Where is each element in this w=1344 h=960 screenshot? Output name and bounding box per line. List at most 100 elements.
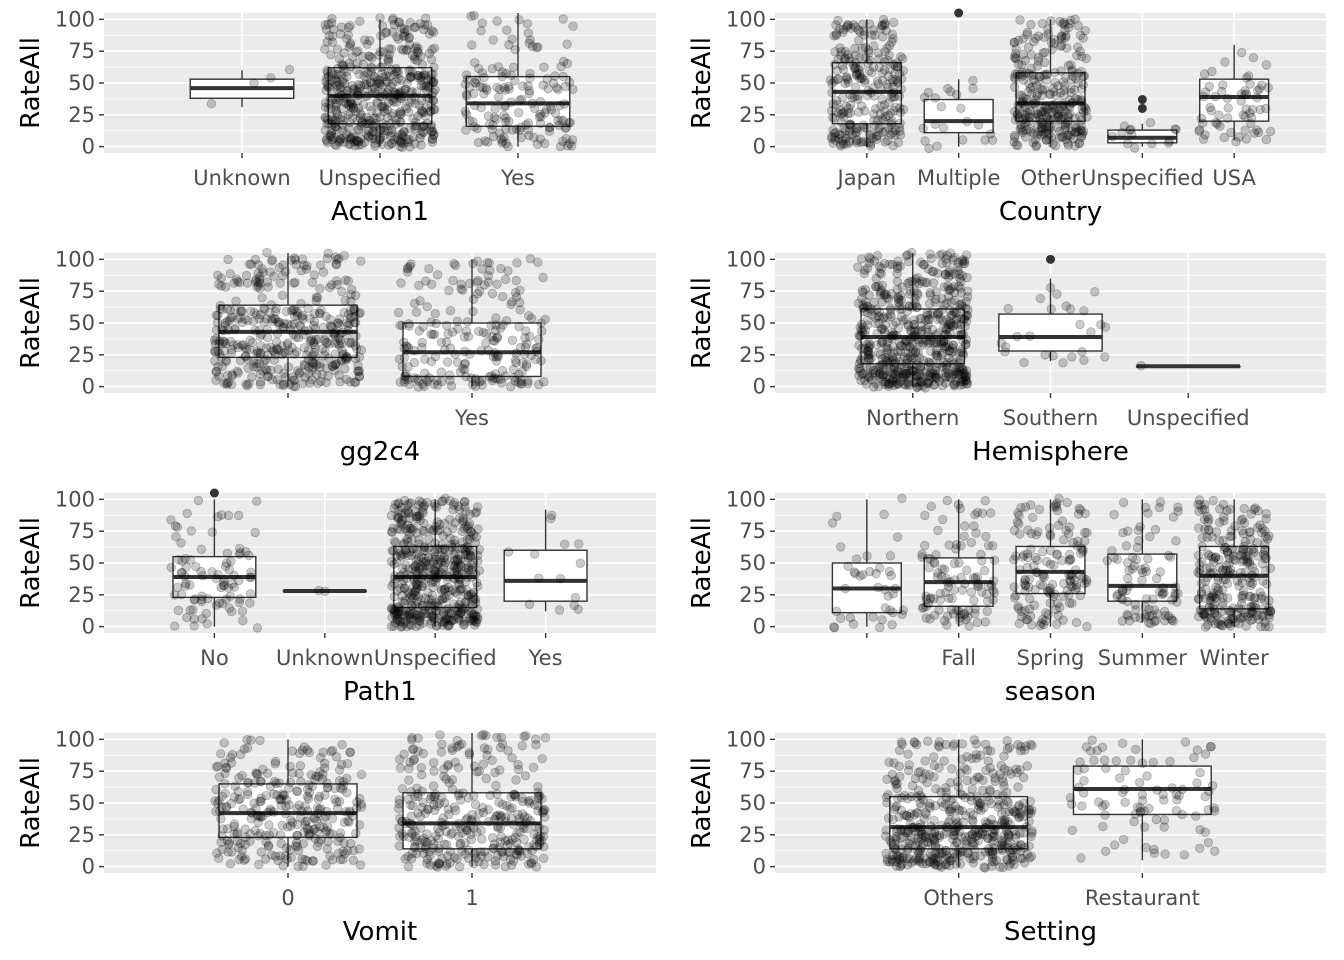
jitter-point [444, 778, 455, 788]
jitter-point [828, 99, 838, 109]
jitter-point [520, 771, 531, 781]
jitter-point [395, 117, 405, 127]
jitter-point [363, 68, 373, 78]
jitter-point [348, 855, 359, 866]
jitter-point [1121, 541, 1132, 551]
x-tick-label: Unknown [193, 166, 290, 190]
jitter-point [535, 118, 546, 129]
jitter-point [446, 381, 457, 391]
jitter-point [304, 824, 314, 835]
jitter-point [182, 508, 192, 519]
jitter-point [416, 595, 426, 605]
jitter-point [357, 51, 368, 62]
jitter-point [364, 51, 374, 61]
jitter-point [273, 364, 284, 375]
jitter-point [338, 132, 349, 143]
jitter-point [326, 67, 337, 77]
jitter-point [1198, 134, 1209, 144]
jitter-point [339, 48, 349, 58]
jitter-point [537, 326, 547, 336]
jitter-point [333, 70, 343, 80]
jitter-point [1077, 51, 1087, 62]
jitter-point [540, 108, 550, 118]
jitter-point [407, 735, 417, 745]
jitter-point [334, 137, 345, 147]
jitter-point [310, 323, 320, 334]
jitter-point [348, 131, 358, 142]
jitter-point [211, 784, 221, 795]
jitter-point [424, 93, 434, 104]
jitter-point [353, 137, 363, 147]
jitter-point [403, 862, 414, 872]
jitter-point [524, 130, 534, 141]
jitter-point [1052, 619, 1062, 629]
jitter-point [891, 317, 901, 327]
jitter-point [556, 61, 566, 72]
jitter-point [466, 834, 477, 845]
jitter-point [897, 609, 908, 620]
jitter-point [358, 100, 369, 110]
jitter-point [337, 740, 347, 750]
jitter-point [218, 824, 228, 834]
jitter-point [387, 125, 397, 135]
jitter-point [342, 34, 352, 44]
jitter-point [1022, 562, 1032, 573]
jitter-point [1129, 561, 1139, 571]
jitter-point [428, 77, 438, 88]
jitter-point [387, 111, 397, 121]
jitter-point [227, 579, 238, 589]
jitter-point [511, 837, 522, 848]
jitter-point [493, 62, 504, 72]
jitter-point [393, 307, 404, 318]
jitter-point [885, 551, 896, 561]
jitter-point [866, 304, 877, 314]
jitter-point [868, 129, 878, 140]
jitter-point [351, 47, 362, 57]
jitter-point [321, 134, 332, 144]
jitter-point [322, 73, 332, 83]
jitter-point [407, 534, 417, 545]
jitter-point [169, 590, 180, 600]
jitter-point [346, 338, 356, 349]
jitter-point [840, 583, 851, 594]
jitter-point [375, 79, 385, 90]
jitter-point [391, 499, 401, 510]
jitter-point [1260, 622, 1271, 632]
y-tick-label: 25 [68, 823, 95, 847]
jitter-point [1237, 591, 1247, 601]
jitter-point [316, 834, 326, 845]
jitter-point [1035, 580, 1046, 590]
jitter-point [428, 69, 438, 79]
jitter-point [419, 833, 429, 844]
jitter-point [1258, 576, 1268, 586]
jitter-point [1032, 555, 1042, 565]
jitter-point [381, 27, 392, 37]
jitter-point [396, 117, 406, 128]
jitter-point [1039, 70, 1049, 80]
jitter-point [338, 120, 348, 130]
jitter-point [229, 819, 240, 829]
jitter-point [334, 796, 345, 807]
jitter-point [918, 123, 928, 134]
jitter-point [962, 565, 972, 575]
jitter-point [1204, 550, 1214, 561]
jitter-point [425, 82, 435, 92]
jitter-point [877, 615, 887, 625]
jitter-point [1150, 524, 1161, 535]
jitter-point [330, 365, 340, 376]
jitter-point [335, 83, 345, 94]
jitter-point [222, 304, 232, 314]
jitter-point [1062, 497, 1072, 508]
jitter-point [284, 64, 295, 75]
jitter-point [1213, 583, 1223, 594]
jitter-point [255, 369, 265, 379]
jitter-point [354, 844, 365, 854]
jitter-point [535, 837, 545, 848]
jitter-point [220, 758, 230, 768]
jitter-point [503, 746, 513, 756]
jitter-point [263, 841, 274, 852]
jitter-point [485, 265, 495, 276]
jitter-point [567, 141, 577, 151]
x-tick-label: Unspecified [319, 166, 442, 190]
